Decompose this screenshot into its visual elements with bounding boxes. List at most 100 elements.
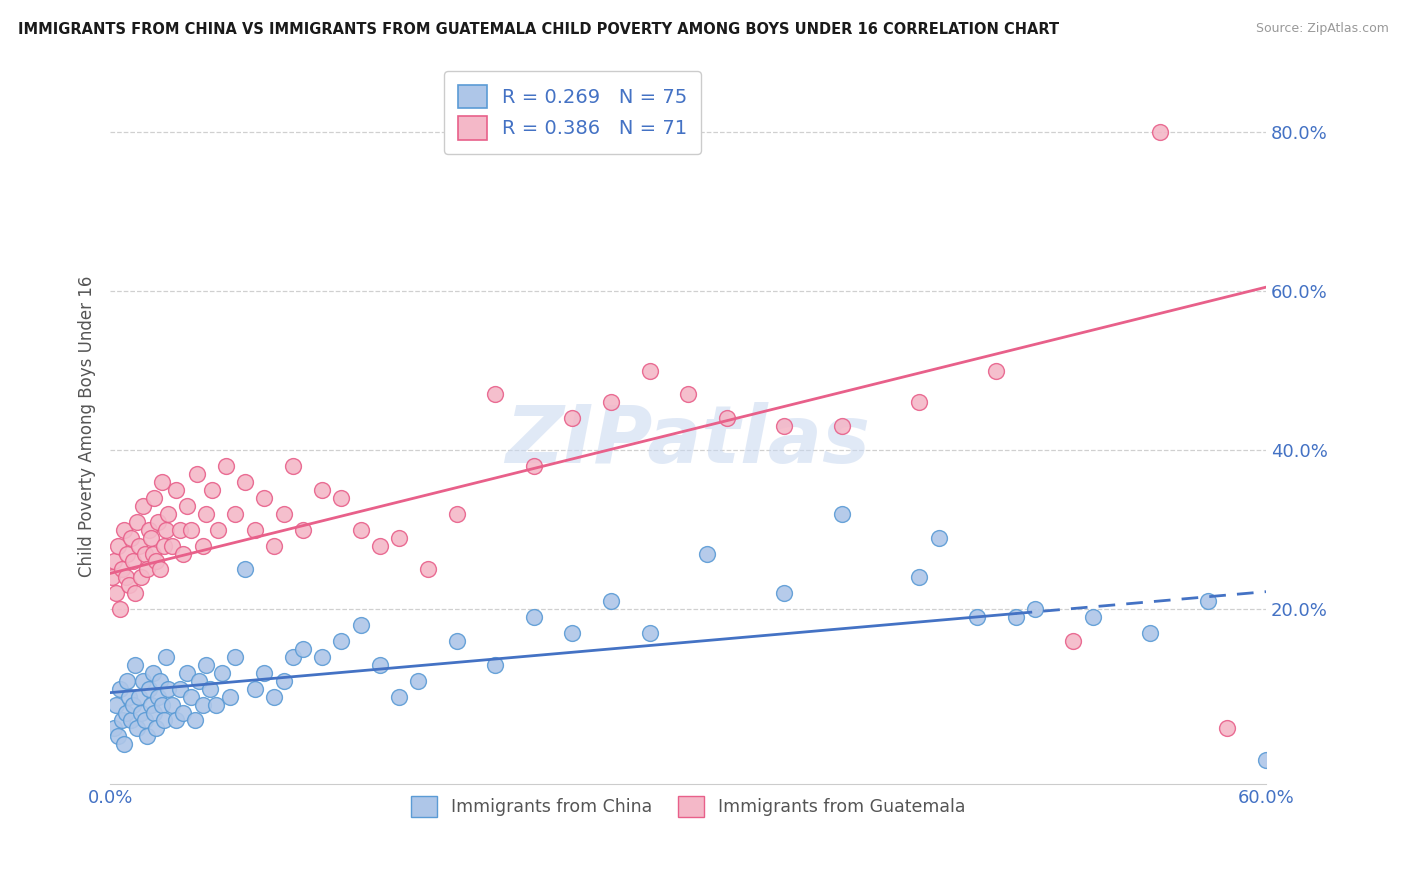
Point	[150, 475, 173, 489]
Point	[132, 673, 155, 688]
Point	[523, 610, 546, 624]
Point	[676, 387, 699, 401]
Point	[103, 554, 125, 568]
Point	[233, 562, 256, 576]
Point	[134, 547, 156, 561]
Point	[149, 673, 172, 688]
Point	[143, 491, 166, 505]
Point	[388, 690, 411, 704]
Point	[349, 618, 371, 632]
Point	[160, 698, 183, 712]
Point	[484, 387, 506, 401]
Point	[446, 507, 468, 521]
Point	[156, 681, 179, 696]
Point	[368, 539, 391, 553]
Point	[330, 634, 353, 648]
Point	[986, 364, 1008, 378]
Point	[224, 507, 246, 521]
Point	[153, 539, 176, 553]
Point	[273, 673, 295, 688]
Point	[1254, 753, 1277, 767]
Point	[1216, 722, 1239, 736]
Point	[127, 515, 149, 529]
Point	[148, 690, 170, 704]
Text: Source: ZipAtlas.com: Source: ZipAtlas.com	[1256, 22, 1389, 36]
Point	[446, 634, 468, 648]
Point	[117, 673, 139, 688]
Point	[107, 539, 129, 553]
Point	[484, 657, 506, 672]
Point	[218, 690, 240, 704]
Point	[112, 737, 135, 751]
Point	[108, 602, 131, 616]
Point	[180, 523, 202, 537]
Point	[291, 523, 314, 537]
Point	[200, 681, 222, 696]
Point	[283, 458, 305, 473]
Point	[908, 570, 931, 584]
Point	[135, 562, 157, 576]
Point	[273, 507, 295, 521]
Point	[114, 706, 136, 720]
Point	[143, 706, 166, 720]
Point	[283, 649, 305, 664]
Point	[122, 698, 145, 712]
Point	[129, 706, 152, 720]
Point	[207, 523, 229, 537]
Point	[139, 698, 162, 712]
Point	[129, 570, 152, 584]
Point	[112, 523, 135, 537]
Point	[191, 539, 214, 553]
Point	[600, 395, 623, 409]
Point	[138, 681, 160, 696]
Point	[696, 547, 718, 561]
Point	[368, 657, 391, 672]
Point	[156, 507, 179, 521]
Point	[128, 690, 150, 704]
Point	[201, 483, 224, 497]
Point	[118, 690, 141, 704]
Point	[124, 657, 146, 672]
Point	[191, 698, 214, 712]
Point	[153, 714, 176, 728]
Point	[523, 458, 546, 473]
Point	[311, 483, 333, 497]
Point	[169, 681, 191, 696]
Point	[186, 467, 208, 481]
Point	[205, 698, 228, 712]
Point	[180, 690, 202, 704]
Point	[127, 722, 149, 736]
Point	[138, 523, 160, 537]
Point	[243, 523, 266, 537]
Point	[1004, 610, 1026, 624]
Point	[122, 554, 145, 568]
Point	[165, 483, 187, 497]
Point	[195, 657, 218, 672]
Point	[561, 411, 583, 425]
Y-axis label: Child Poverty Among Boys Under 16: Child Poverty Among Boys Under 16	[79, 276, 96, 577]
Point	[150, 698, 173, 712]
Point	[141, 547, 163, 561]
Point	[831, 419, 853, 434]
Point	[134, 714, 156, 728]
Point	[253, 665, 276, 680]
Point	[145, 554, 167, 568]
Point	[638, 364, 661, 378]
Point	[176, 665, 198, 680]
Point	[149, 562, 172, 576]
Point	[388, 531, 411, 545]
Point	[253, 491, 276, 505]
Point	[107, 730, 129, 744]
Point	[155, 523, 177, 537]
Point	[773, 419, 796, 434]
Point	[103, 722, 125, 736]
Point	[155, 649, 177, 664]
Point	[349, 523, 371, 537]
Point	[211, 665, 233, 680]
Point	[128, 539, 150, 553]
Point	[141, 665, 163, 680]
Point	[120, 714, 142, 728]
Point	[195, 507, 218, 521]
Point	[145, 722, 167, 736]
Point	[330, 491, 353, 505]
